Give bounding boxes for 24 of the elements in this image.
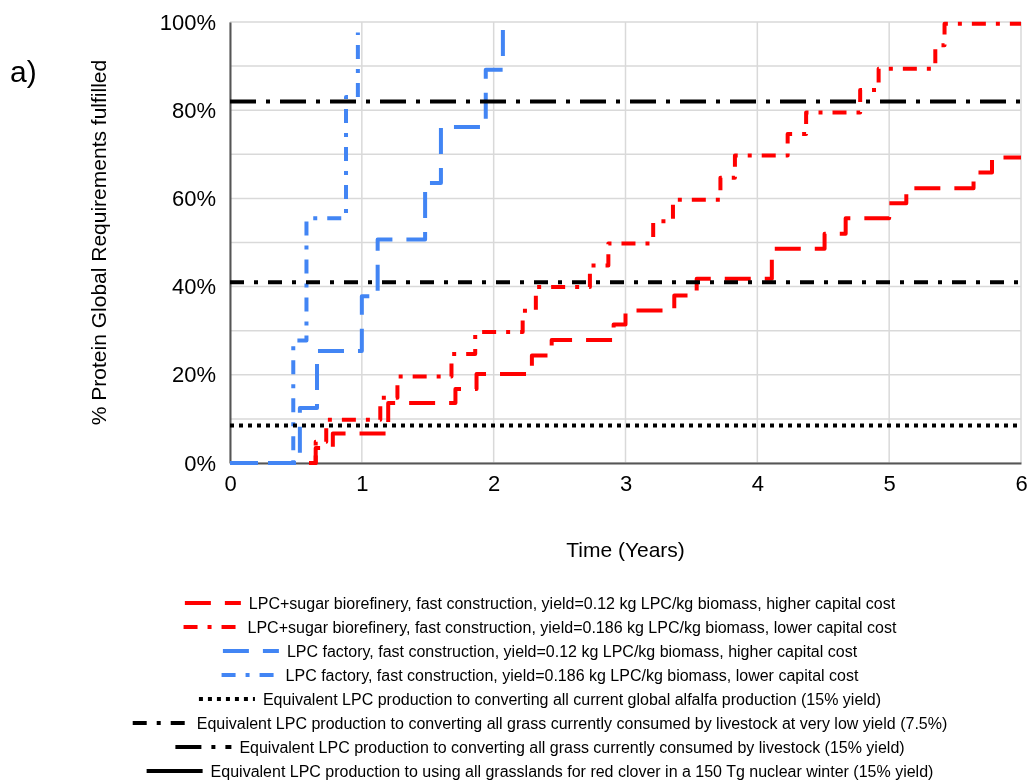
legend-label: Equivalent LPC production to using all grasslands for red clover in a 150 Tg nuclear winter (15% yield) bbox=[210, 762, 934, 780]
legend-label: Equivalent LPC production to converting all grass currently consumed by livestock at very low yield (7.5%) bbox=[196, 714, 948, 732]
x-tick-label: 5 bbox=[883, 470, 896, 496]
y-tick-label: 20% bbox=[171, 362, 216, 388]
x-tick-label: 4 bbox=[751, 470, 764, 496]
legend-label: LPC factory, fast construction, yield=0.186 kg LPC/kg biomass, lower capital cost bbox=[285, 666, 859, 684]
y-tick-label: 40% bbox=[171, 274, 216, 300]
legend-label: LPC+sugar biorefinery, fast construction, yield=0.12 kg LPC/kg biomass, higher capital cost bbox=[248, 594, 896, 612]
text: a) bbox=[10, 55, 37, 88]
legend-label: LPC+sugar biorefinery, fast construction, yield=0.186 kg LPC/kg biomass, lower capital cost bbox=[247, 618, 898, 636]
y-tick-label: 0% bbox=[184, 450, 216, 476]
x-axis-title: Time (Years) bbox=[566, 538, 685, 561]
y-tick-label: 60% bbox=[171, 185, 216, 211]
y-tick-label: 80% bbox=[171, 97, 216, 123]
legend-label: Equivalent LPC production to converting all grass currently consumed by livestock (15% yield) bbox=[239, 738, 905, 756]
x-tick-label: 3 bbox=[619, 470, 633, 496]
x-tick-label: 0 bbox=[224, 470, 237, 496]
y-axis-title: % Protein Global Requirements fulfilled bbox=[87, 59, 110, 426]
legend-label: Equivalent LPC production to converting all current global alfalfa production (15% yield) bbox=[262, 690, 882, 708]
x-tick-label: 1 bbox=[356, 470, 369, 496]
y-tick-label: 100% bbox=[159, 9, 216, 35]
x-tick-label: 6 bbox=[1015, 470, 1028, 496]
legend-label: LPC factory, fast construction, yield=0.12 kg LPC/kg biomass, higher capital cost bbox=[286, 642, 858, 660]
x-tick-label: 2 bbox=[488, 470, 501, 496]
